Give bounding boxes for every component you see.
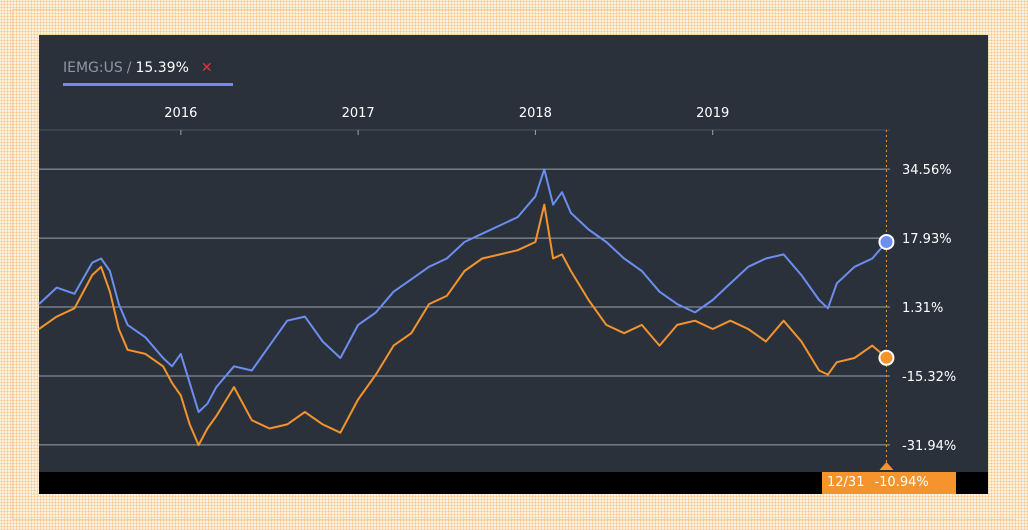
series-end-marker-secondary (878, 349, 895, 366)
x-tick-label: 2016 (164, 106, 197, 121)
ticker-value: 15.39% (135, 60, 189, 76)
y-tick-label: 1.31% (902, 301, 943, 316)
outer-frame (12, 9, 1016, 520)
series-end-marker-primary (878, 233, 895, 250)
series-line-primary (38, 168, 888, 413)
marker-layer (878, 233, 895, 366)
crosshair-value: -10.94% (874, 475, 929, 490)
y-tick-label: 34.56% (902, 163, 952, 178)
ticker-symbol: IEMG:US (63, 60, 123, 76)
legend-underline (63, 83, 233, 86)
crosshair-date: 12/31 (827, 475, 865, 490)
x-tick-label: 2019 (696, 106, 729, 121)
y-tick-label: -31.94% (902, 439, 956, 454)
crosshair-badge: 12/31 -10.94% (822, 472, 956, 494)
close-icon[interactable]: ✕ (200, 60, 213, 76)
x-tick-label: 2017 (342, 106, 375, 121)
series-legend-tab[interactable]: IEMG:US/15.39% ✕ (63, 60, 213, 80)
ticker-separator: / (126, 60, 132, 76)
y-tick-label: -15.32% (902, 370, 956, 385)
x-tick-label: 2018 (519, 106, 552, 121)
series-line-secondary (38, 203, 888, 447)
chart-panel (39, 35, 988, 494)
grid-layer (39, 129, 894, 470)
crosshair-pointer (879, 462, 894, 470)
tick-label-layer: 34.56% 17.93% 1.31% -15.32% -31.94% 2016 2017 2… (164, 106, 956, 454)
time-axis-bar (39, 472, 988, 494)
series-layer (38, 168, 888, 447)
y-tick-label: 17.93% (902, 232, 952, 247)
